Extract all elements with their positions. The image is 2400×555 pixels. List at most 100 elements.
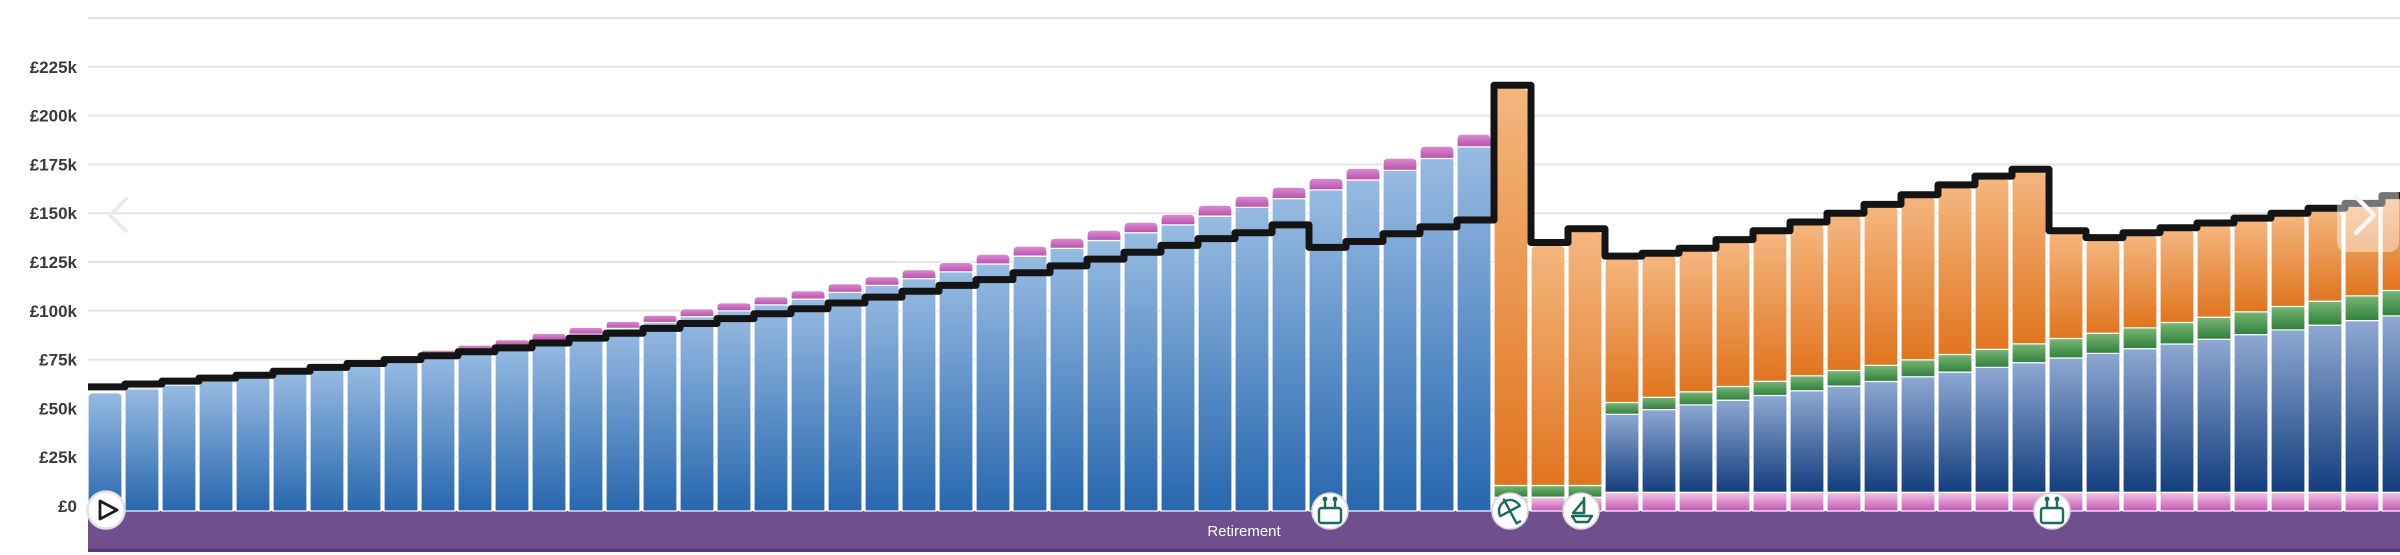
bar[interactable]: [1530, 244, 1566, 512]
bar[interactable]: [87, 392, 123, 512]
bar-segment-strip_pink: [1604, 491, 1640, 512]
bar[interactable]: [1160, 213, 1196, 512]
bar[interactable]: [457, 344, 493, 512]
bar-segment-cap_pink: [568, 326, 604, 335]
bar[interactable]: [679, 308, 715, 512]
bar[interactable]: [864, 276, 900, 512]
bar[interactable]: [1715, 240, 1751, 512]
play-timeline-button[interactable]: [86, 490, 126, 530]
bar[interactable]: [161, 382, 197, 512]
bar[interactable]: [1234, 195, 1270, 512]
beach-umbrella-icon[interactable]: [1491, 492, 1529, 530]
bar[interactable]: [2233, 219, 2269, 512]
bar[interactable]: [1604, 257, 1640, 512]
bar[interactable]: [1974, 177, 2010, 512]
bar[interactable]: [2122, 234, 2158, 512]
bar[interactable]: [494, 339, 530, 512]
bar[interactable]: [1049, 237, 1085, 512]
bar[interactable]: [2270, 214, 2306, 512]
bar[interactable]: [1900, 196, 1936, 512]
bar[interactable]: [383, 354, 419, 512]
bar-segment-pre_blue: [716, 310, 752, 512]
bar[interactable]: [1382, 157, 1418, 512]
bar[interactable]: [309, 364, 345, 512]
bar[interactable]: [1456, 133, 1492, 512]
bar-segment-post_blue: [2011, 362, 2047, 493]
bar-segment-pre_blue: [531, 339, 567, 512]
bar-segment-green: [1900, 359, 1936, 378]
bar-segment-cap_pink: [1160, 213, 1196, 226]
bar[interactable]: [1863, 205, 1899, 512]
bar-segment-pre_blue: [642, 321, 678, 512]
bar-segment-strip_pink: [1863, 491, 1899, 512]
bar[interactable]: [642, 314, 678, 512]
bar-segment-pre_blue: [1123, 232, 1159, 512]
bar[interactable]: [790, 290, 826, 512]
event-marker-circle: [1311, 492, 1349, 530]
bar-segment-strip_pink: [1530, 496, 1566, 512]
bar-segment-pre_blue: [1012, 255, 1048, 512]
bar[interactable]: [235, 373, 271, 512]
y-axis-label: £175k: [30, 155, 78, 174]
bar-segment-strip_pink: [1937, 491, 1973, 512]
bar[interactable]: [1419, 145, 1455, 512]
birthday-cake-icon[interactable]: [1311, 492, 1349, 530]
scroll-right-button[interactable]: [2337, 186, 2399, 252]
bar[interactable]: [1123, 221, 1159, 512]
birthday-cake-icon[interactable]: [2033, 492, 2071, 530]
bar-segment-post_blue: [2196, 338, 2232, 493]
bar[interactable]: [531, 332, 567, 512]
play-icon: [98, 499, 119, 521]
bar[interactable]: [827, 283, 863, 512]
bar[interactable]: [1641, 254, 1677, 512]
bar[interactable]: [716, 302, 752, 512]
bar[interactable]: [938, 261, 974, 512]
bar[interactable]: [1086, 229, 1122, 512]
bar[interactable]: [1937, 186, 1973, 512]
bar[interactable]: [753, 296, 789, 512]
bar[interactable]: [1567, 231, 1603, 512]
bar-segment-pre_blue: [272, 372, 308, 512]
bar-segment-cap_pink: [975, 253, 1011, 265]
bar[interactable]: [975, 253, 1011, 512]
bar[interactable]: [1271, 186, 1307, 512]
bar[interactable]: [420, 349, 456, 512]
bar[interactable]: [2048, 232, 2084, 512]
bar[interactable]: [901, 269, 937, 512]
bar[interactable]: [1826, 214, 1862, 512]
bar[interactable]: [605, 320, 641, 512]
bar[interactable]: [2085, 239, 2121, 512]
bar[interactable]: [2344, 204, 2380, 512]
bar-segment-cap_pink: [531, 332, 567, 341]
bar[interactable]: [2011, 170, 2047, 512]
bar-segment-pre_blue: [1456, 146, 1492, 512]
bar-segment-strip_pink: [1826, 491, 1862, 512]
sailboat-icon[interactable]: [1562, 492, 1600, 530]
bar-segment-orange: [2011, 170, 2047, 345]
bar[interactable]: [124, 386, 160, 512]
bar[interactable]: [1493, 87, 1529, 512]
bar[interactable]: [2159, 229, 2195, 512]
bar[interactable]: [1678, 249, 1714, 512]
bar[interactable]: [1345, 167, 1381, 512]
bar[interactable]: [1197, 204, 1233, 512]
bar-segment-post_blue: [2307, 324, 2343, 493]
bar[interactable]: [1012, 245, 1048, 512]
bar-segment-post_blue: [1937, 371, 1973, 493]
bar[interactable]: [2307, 209, 2343, 512]
bar[interactable]: [198, 377, 234, 512]
scroll-left-button[interactable]: [108, 197, 128, 233]
bar[interactable]: [2196, 224, 2232, 512]
bar[interactable]: [1789, 223, 1825, 512]
bar[interactable]: [272, 368, 308, 512]
bar[interactable]: [346, 360, 382, 512]
bar[interactable]: [1752, 232, 1788, 512]
bar-segment-pre_blue: [457, 350, 493, 512]
bar[interactable]: [1308, 177, 1344, 512]
bar-segment-cap_pink: [1456, 133, 1492, 148]
bar[interactable]: [568, 326, 604, 512]
bar[interactable]: [2381, 197, 2400, 512]
bar-segment-pre_blue: [198, 380, 234, 512]
